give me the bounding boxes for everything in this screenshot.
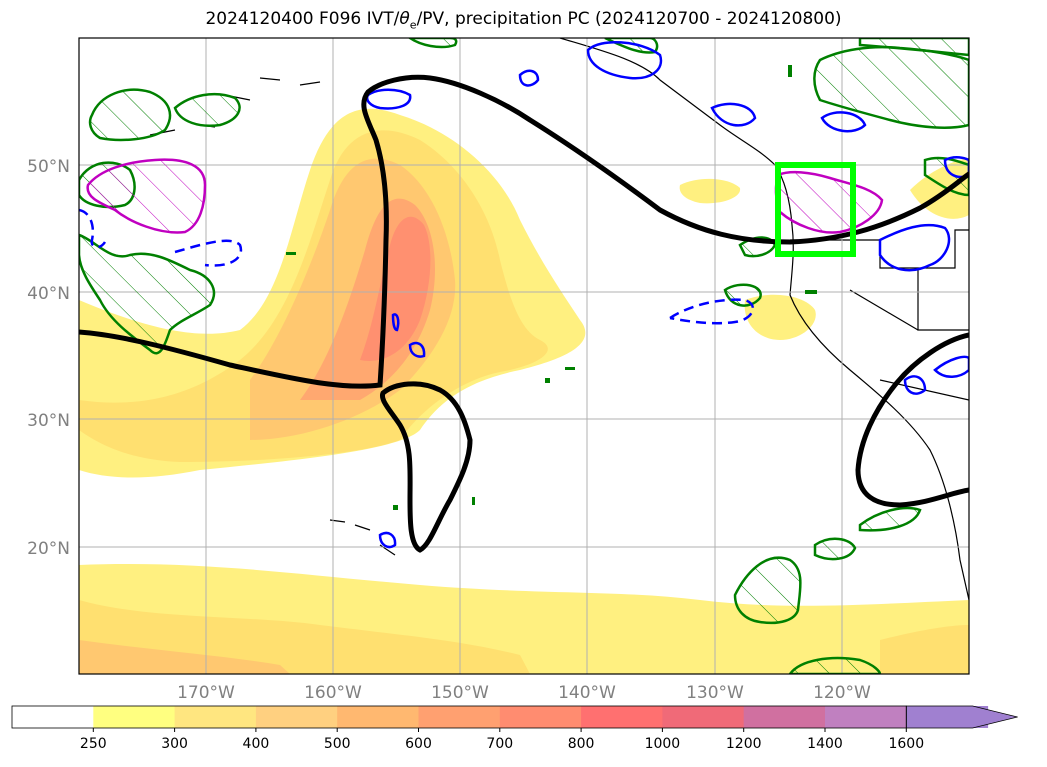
lon-label-130w: 130°W [686,683,744,703]
colorbar-extend-arrow [905,705,1018,729]
colorbar-tick-label: 1200 [726,736,762,752]
colorbar-swatch [743,706,826,728]
colorbar-swatch [418,706,501,728]
colorbar-tick-label: 250 [80,736,107,752]
lat-label-30: 30°N [27,411,70,431]
colorbar-swatch [93,706,176,728]
lat-label-20: 20°N [27,539,70,559]
colorbar-swatch [174,706,257,728]
lon-label-170w: 170°W [177,683,235,703]
highlight-box [775,162,856,257]
colorbar-swatch [825,706,907,728]
map-title: 2024120400 F096 IVT/θe/PV, precipitation… [205,9,842,32]
colorbar-swatch [499,706,582,728]
black-contours [79,74,969,553]
lon-label-150w: 150°W [431,683,489,703]
colorbar-outline [11,705,907,729]
lon-label-160w: 160°W [304,683,362,703]
colorbar-swatch [255,706,338,728]
lat-label-40: 40°N [27,284,70,304]
colorbar-swatch [662,706,745,728]
colorbar-tick-label: 600 [405,736,432,752]
colorbar-tick-label: 500 [324,736,351,752]
blue-dashed-contours [79,208,755,325]
lat-label-50: 50°N [27,157,70,177]
colorbar-swatch [337,706,419,728]
colorbar-tick-label: 300 [161,736,188,752]
green-specks [286,65,817,510]
colorbar: 250 300 400 500 600 700 800 1000 1200 1400 1600 [11,705,1018,752]
map-frame [78,37,970,675]
blue-contours [365,41,969,549]
lon-label-140w: 140°W [558,683,616,703]
colorbar-tick-label: 700 [486,736,513,752]
colorbar-tick-label: 400 [243,736,270,752]
colorbar-swatch [12,706,94,728]
green-contours [79,38,969,674]
colorbar-tick-label: 1000 [645,736,681,752]
lon-label-120w: 120°W [813,683,871,703]
colorbar-swatch [581,706,663,728]
colorbar-tick-label: 800 [568,736,595,752]
colorbar-tick-label: 1400 [807,736,843,752]
colorbar-tick-label: 1600 [888,736,924,752]
